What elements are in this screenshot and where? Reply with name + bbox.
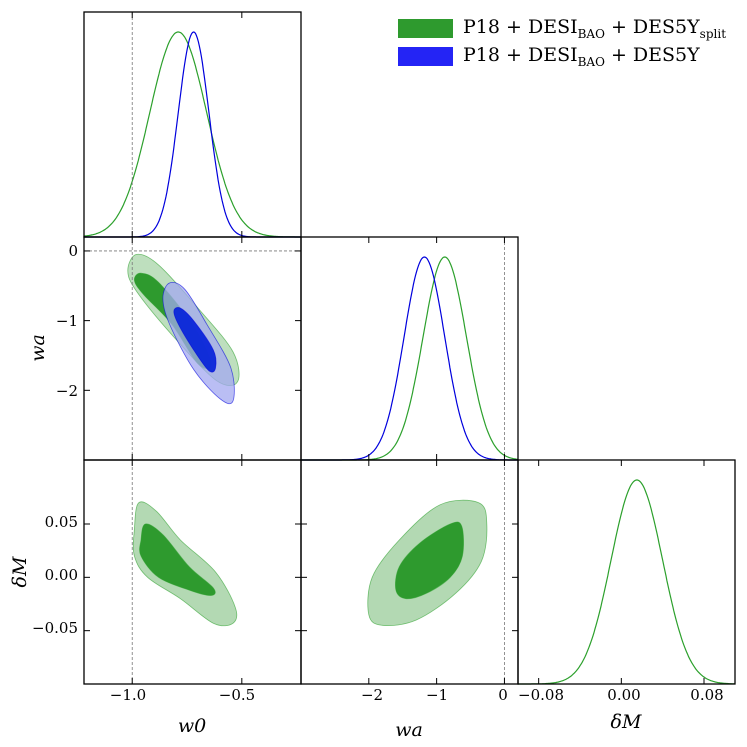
tick-label-dM-left-3: −0.05 bbox=[32, 619, 78, 637]
legend-swatch-blue bbox=[398, 46, 453, 66]
tick-label-w0-1: −1.0 bbox=[110, 686, 146, 704]
tick-label-wa-bottom-1: −2 bbox=[361, 686, 383, 704]
tick-label-wa-left-2: −1 bbox=[56, 312, 78, 330]
legend-swatch-green bbox=[398, 18, 453, 38]
marginal-combined-w0 bbox=[84, 31, 301, 238]
ylabel-dM: δM bbox=[9, 556, 31, 587]
tick-label-w0-2: −0.5 bbox=[219, 686, 255, 704]
legend-label-combined: P18 + DESIBAO + DES5Y bbox=[463, 43, 700, 69]
marginal-split-w0 bbox=[83, 31, 301, 238]
legend: P18 + DESIBAO + DES5Ysplit P18 + DESIBAO… bbox=[398, 14, 743, 70]
tick-label-dM-bottom-3: 0.08 bbox=[690, 686, 723, 704]
tick-label-wa-left-3: −2 bbox=[56, 382, 78, 400]
contour-split-wa-dM-inner bbox=[395, 521, 464, 600]
tick-label-wa-bottom-2: −1 bbox=[426, 686, 448, 704]
tick-label-dM-left-1: 0.05 bbox=[45, 513, 78, 531]
xlabel-wa: wa bbox=[395, 719, 423, 741]
tick-label-dM-bottom-1: −0.08 bbox=[518, 686, 564, 704]
tick-label-wa-left-1: 0 bbox=[68, 242, 78, 260]
contour-combined-w0-wa-inner bbox=[173, 307, 217, 373]
tick-label-wa-bottom-3: 0 bbox=[498, 686, 508, 704]
tick-label-dM-bottom-2: 0.00 bbox=[607, 686, 640, 704]
marginal-combined-wa bbox=[301, 256, 518, 461]
tick-label-dM-left-2: 0.00 bbox=[45, 566, 78, 584]
panel-frame-0-0 bbox=[83, 11, 302, 238]
ylabel-wa: wa bbox=[27, 334, 49, 362]
marginal-split-wa bbox=[301, 256, 519, 461]
panel-frame-2-2 bbox=[517, 459, 736, 685]
legend-entry-combined: P18 + DESIBAO + DES5Y bbox=[398, 42, 743, 70]
legend-label-split: P18 + DESIBAO + DES5Ysplit bbox=[463, 15, 727, 41]
contour-split-w0-dM-inner bbox=[139, 523, 216, 596]
legend-entry-split: P18 + DESIBAO + DES5Ysplit bbox=[398, 14, 743, 42]
marginal-split-dM bbox=[518, 479, 736, 685]
xlabel-w0: w0 bbox=[178, 715, 206, 737]
xlabel-dM: δM bbox=[611, 711, 642, 733]
